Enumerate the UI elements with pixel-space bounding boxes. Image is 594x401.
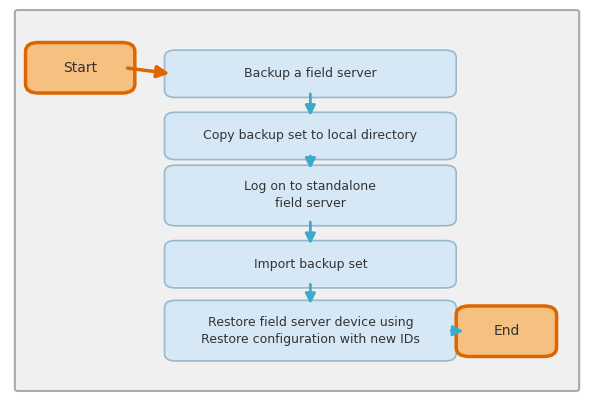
FancyBboxPatch shape [15,10,579,391]
FancyBboxPatch shape [165,241,456,288]
Text: Copy backup set to local directory: Copy backup set to local directory [203,130,418,142]
Text: Import backup set: Import backup set [254,258,367,271]
FancyBboxPatch shape [165,112,456,160]
FancyBboxPatch shape [165,300,456,361]
Text: Restore field server device using
Restore configuration with new IDs: Restore field server device using Restor… [201,316,420,346]
FancyBboxPatch shape [165,50,456,97]
Text: End: End [493,324,520,338]
Text: Start: Start [63,61,97,75]
FancyBboxPatch shape [165,165,456,226]
FancyBboxPatch shape [456,306,557,356]
Text: Backup a field server: Backup a field server [244,67,377,80]
Text: Log on to standalone
field server: Log on to standalone field server [244,180,377,211]
FancyBboxPatch shape [26,43,135,93]
